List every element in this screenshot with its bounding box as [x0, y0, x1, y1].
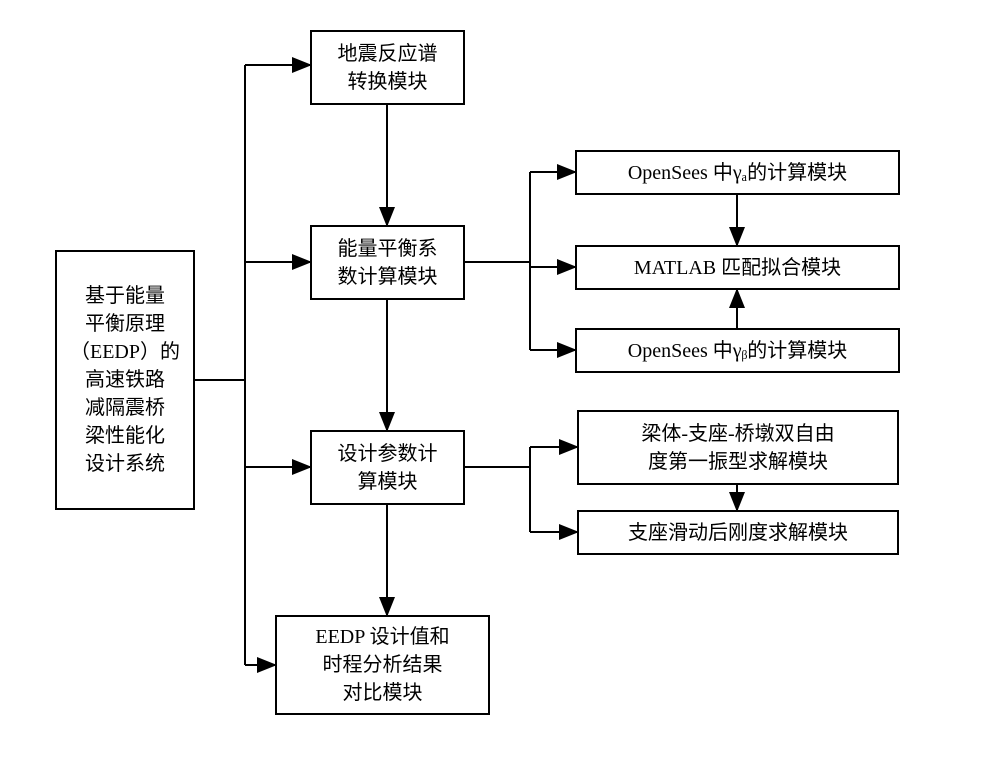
root-node: 基于能量 平衡原理 （EEDP）的 高速铁路 减隔震桥 梁性能化 设计系统 — [55, 250, 195, 510]
spectrum-node: 地震反应谱 转换模块 — [310, 30, 465, 105]
design-param-label: 设计参数计 算模块 — [338, 440, 438, 496]
gamma-b-label: OpenSees 中γᵦ的计算模块 — [628, 337, 847, 365]
matlab-node: MATLAB 匹配拟合模块 — [575, 245, 900, 290]
gamma-b-node: OpenSees 中γᵦ的计算模块 — [575, 328, 900, 373]
energy-balance-label: 能量平衡系 数计算模块 — [338, 235, 438, 291]
comparison-label: EEDP 设计值和 时程分析结果 对比模块 — [315, 623, 449, 707]
matlab-label: MATLAB 匹配拟合模块 — [634, 254, 841, 282]
design-param-node: 设计参数计 算模块 — [310, 430, 465, 505]
stiffness-label: 支座滑动后刚度求解模块 — [628, 519, 848, 547]
gamma-a-node: OpenSees 中γₐ的计算模块 — [575, 150, 900, 195]
comparison-node: EEDP 设计值和 时程分析结果 对比模块 — [275, 615, 490, 715]
energy-balance-node: 能量平衡系 数计算模块 — [310, 225, 465, 300]
spectrum-label: 地震反应谱 转换模块 — [338, 40, 438, 96]
root-label: 基于能量 平衡原理 （EEDP）的 高速铁路 减隔震桥 梁性能化 设计系统 — [70, 282, 180, 478]
dual-dof-label: 梁体-支座-桥墩双自由 度第一振型求解模块 — [641, 420, 834, 476]
stiffness-node: 支座滑动后刚度求解模块 — [577, 510, 899, 555]
dual-dof-node: 梁体-支座-桥墩双自由 度第一振型求解模块 — [577, 410, 899, 485]
gamma-a-label: OpenSees 中γₐ的计算模块 — [628, 159, 847, 187]
